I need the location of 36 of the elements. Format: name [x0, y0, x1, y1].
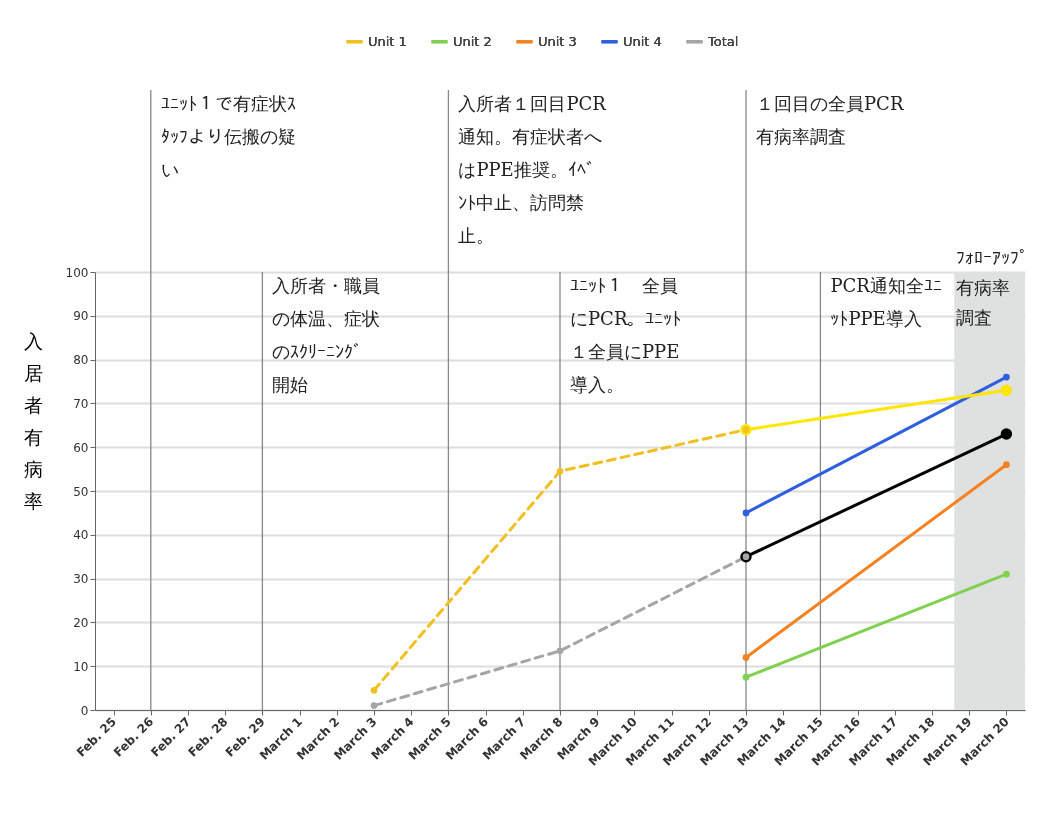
ref-line-label: 入所者・職員の体温、症状のｽｸﾘｰﾆﾝｸﾞ開始	[272, 275, 381, 395]
band-label: ﾌｫﾛｰｱｯﾌﾟ有病率調査	[956, 247, 1029, 328]
ref-line-label: ﾕﾆｯﾄ１で有症状ｽﾀｯﾌより伝搬の疑い	[160, 93, 296, 180]
point	[370, 702, 378, 709]
y-tick-label: 30	[73, 572, 89, 587]
legend-label: Unit 4	[623, 33, 662, 49]
y-tick-label: 100	[65, 265, 89, 280]
point	[742, 673, 750, 681]
ref-line-label: 入所者１回目PCR通知。有症状者へはPPE推奨。ｲﾍﾞﾝﾄ中止、訪問禁止。	[458, 93, 607, 246]
ref-line-label: ﾕﾆｯﾄ１ 全員にPCR。ﾕﾆｯﾄ１全員にPPE導入。	[570, 275, 682, 395]
point	[742, 654, 750, 661]
y-tick-label: 40	[73, 528, 89, 543]
point	[1003, 461, 1010, 469]
point	[1000, 384, 1013, 396]
point	[742, 509, 750, 517]
y-tick-label: 0	[80, 703, 89, 718]
y-tick-label: 20	[73, 615, 89, 630]
y-tick-label: 70	[73, 396, 89, 411]
y-tick-label: 90	[73, 309, 89, 324]
legend-label: Unit 2	[453, 33, 492, 49]
y-axis-title: 入居者有病率	[24, 329, 43, 512]
y-tick-label: 10	[73, 659, 89, 674]
y-tick-label: 50	[73, 484, 89, 499]
point	[556, 647, 564, 655]
point	[556, 467, 564, 475]
legend-label: Unit 1	[368, 33, 407, 49]
y-tick-label: 60	[73, 440, 89, 455]
point	[370, 686, 378, 694]
point	[1000, 428, 1013, 440]
legend-label: Total	[707, 33, 739, 49]
ref-line-label: １回目の全員PCR有病率調査	[756, 93, 904, 147]
legend-label: Unit 3	[538, 33, 577, 49]
point	[1003, 570, 1010, 578]
y-tick-label: 80	[73, 353, 89, 368]
point	[1003, 373, 1010, 381]
ref-line-label: PCR通知全ﾕﾆｯﾄPPE導入	[830, 275, 942, 329]
